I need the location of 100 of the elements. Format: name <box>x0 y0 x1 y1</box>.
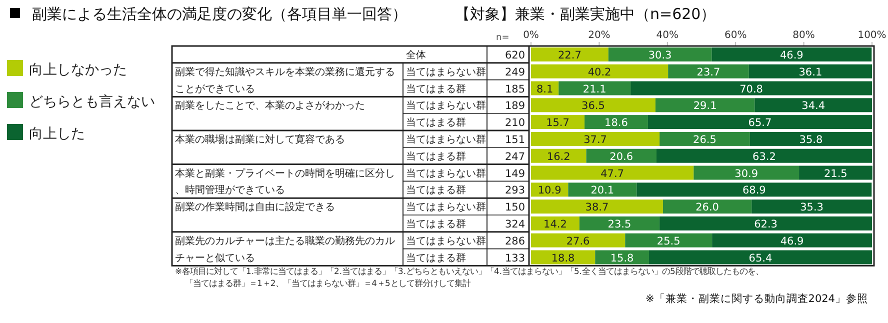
data-label: 38.7 <box>585 202 609 214</box>
bar <box>531 47 608 62</box>
data-label: 26.0 <box>696 202 719 214</box>
data-label: 15.8 <box>610 252 634 264</box>
text: 149 <box>504 168 525 180</box>
text: 151 <box>504 134 525 146</box>
bar <box>608 47 712 62</box>
text: 副業をしたことで、本業のよさがわかった <box>175 100 365 112</box>
bar <box>531 250 596 264</box>
bar <box>636 182 872 197</box>
data-label: 35.8 <box>799 134 823 146</box>
text: n= <box>496 33 510 43</box>
text: 133 <box>504 252 525 264</box>
bar <box>748 64 872 78</box>
text: 249 <box>504 66 525 78</box>
bar <box>630 81 872 96</box>
bar <box>660 216 872 230</box>
text: 「当てはまる群」＝1＋2、「当てはまらない群」＝4＋5として群分けして集計 <box>185 278 470 288</box>
bar <box>531 115 585 130</box>
data-label: 46.9 <box>780 49 804 62</box>
bar <box>662 200 752 214</box>
x-tick-label: 0% <box>523 30 539 41</box>
legend-label: 向上した <box>29 126 85 142</box>
data-label: 30.9 <box>734 168 758 180</box>
data-label: 63.2 <box>752 150 776 163</box>
bar <box>648 250 872 264</box>
text: 185 <box>504 83 525 96</box>
x-tick-label: 40% <box>656 30 679 41</box>
bar <box>531 148 586 163</box>
chart-subtitle: 【対象】兼業・副業実施中（n=620） <box>455 5 716 23</box>
text: 293 <box>504 184 525 197</box>
data-label: 46.9 <box>780 235 804 248</box>
bar <box>668 64 749 78</box>
data-label: 37.7 <box>584 134 607 146</box>
bar <box>558 81 631 96</box>
text: 本業と副業・プライベートの時間を明確に区分し、時間管理ができている <box>175 167 395 196</box>
x-tick-label: 100% <box>858 30 886 41</box>
bar <box>531 64 668 78</box>
data-label: 36.5 <box>582 100 605 112</box>
y-tick-label: 当てはまらない群 <box>406 167 486 180</box>
data-label: 15.7 <box>546 117 570 130</box>
data-label: 26.5 <box>693 134 716 146</box>
bar <box>752 200 872 214</box>
data-label: 35.3 <box>800 202 824 214</box>
y-tick-label: 当てはまる群 <box>406 218 466 230</box>
text: 286 <box>504 235 526 248</box>
data-label: 16.2 <box>546 150 570 163</box>
bar <box>531 132 660 146</box>
text: ※「兼業・副業に関する動向調査2024」参照 <box>645 292 868 305</box>
data-label: 20.1 <box>590 184 614 197</box>
data-label: 20.6 <box>610 150 634 163</box>
data-label: 23.5 <box>608 218 632 230</box>
data-label: 70.8 <box>740 83 763 96</box>
data-label: 27.6 <box>566 235 590 248</box>
data-label: 18.6 <box>604 117 628 130</box>
text: 副業の作業時間は自由に設定できる <box>175 201 335 214</box>
data-label: 29.1 <box>693 100 717 112</box>
y-tick-label: 当てはまる群 <box>406 184 466 196</box>
bar <box>625 233 712 248</box>
bar <box>660 132 750 146</box>
bar <box>531 166 694 180</box>
x-tick-label: 80% <box>792 30 815 41</box>
data-label: 25.5 <box>656 235 680 248</box>
data-label: 14.2 <box>544 218 567 230</box>
data-label: 8.1 <box>536 83 554 96</box>
data-label: 22.7 <box>558 49 582 62</box>
bar <box>586 148 656 163</box>
y-tick-label: 当てはまる群 <box>406 150 466 162</box>
text: 副業による生活全体の満足度の変化（各項目単一回答） <box>32 5 407 23</box>
data-label: 30.3 <box>648 49 672 62</box>
data-label: 68.9 <box>742 184 766 197</box>
text: 210 <box>504 117 525 130</box>
x-tick-label: 60% <box>724 30 747 41</box>
text: 247 <box>504 150 525 163</box>
y-tick-label: 当てはまる群 <box>406 252 466 264</box>
text: 本業の職場は副業に対して寛容である <box>175 134 345 146</box>
bar <box>568 182 637 197</box>
text: 324 <box>504 218 526 230</box>
data-label: 21.5 <box>824 168 848 180</box>
data-label: 36.1 <box>798 66 822 78</box>
x-tick-label: 20% <box>588 30 610 41</box>
bar <box>799 166 872 180</box>
y-tick-label: 当てはまらない群 <box>406 100 486 112</box>
data-label: 23.7 <box>696 66 720 78</box>
y-tick-label: 当てはまる群 <box>406 82 466 95</box>
text: 620 <box>504 50 525 62</box>
text: 副業で得た知識やスキルを本業の業務に還元することができている <box>175 66 395 95</box>
data-label: 47.7 <box>600 168 624 180</box>
bar <box>750 132 872 146</box>
legend-label: 向上しなかった <box>29 62 127 78</box>
bar <box>531 233 626 248</box>
data-label: 21.1 <box>582 83 606 96</box>
y-tick-label: 当てはまらない群 <box>406 134 486 146</box>
bar <box>712 233 872 248</box>
data-label: 65.4 <box>748 252 772 264</box>
data-label: 34.4 <box>802 100 826 112</box>
bar <box>694 166 800 180</box>
bar <box>531 98 656 112</box>
text: ※各項目に対して「1.非常に当てはまる」「2.当てはまる」「3.どちらともいえない」「4.当てはまらない」「5.全く当てはまらない」の5段階で聴取したものを、 <box>175 266 764 276</box>
y-tick-label: 当てはまらない群 <box>406 201 486 214</box>
